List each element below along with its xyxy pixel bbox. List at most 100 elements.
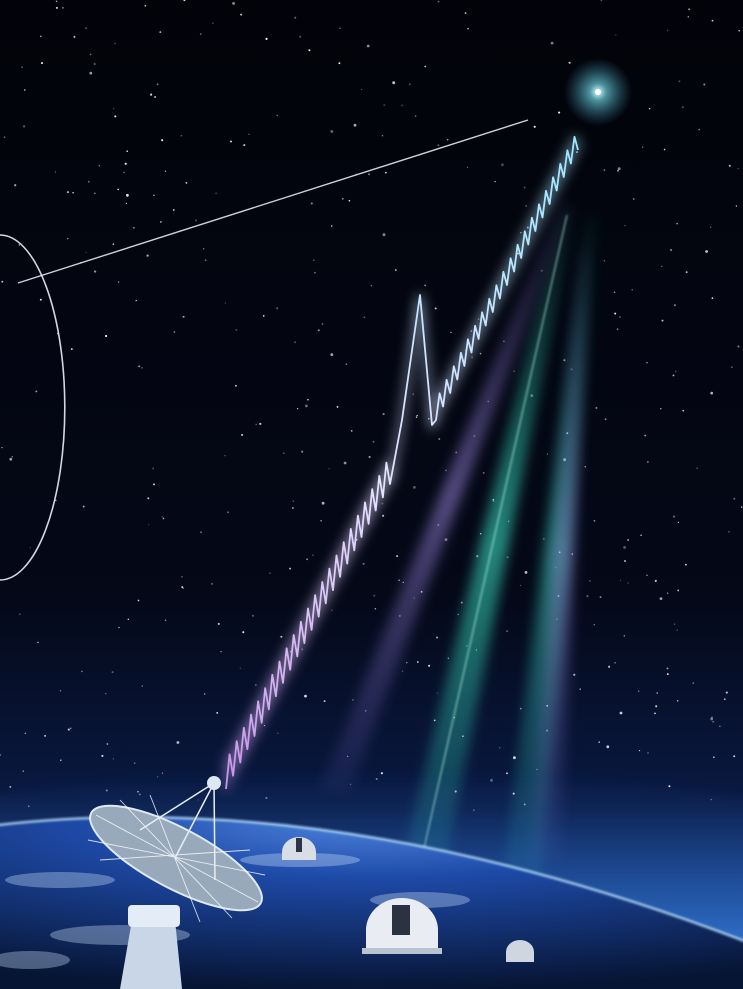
star bbox=[150, 93, 153, 96]
star bbox=[382, 233, 386, 237]
star bbox=[69, 727, 72, 730]
star bbox=[464, 12, 467, 15]
star bbox=[613, 291, 616, 294]
star bbox=[125, 202, 128, 205]
star bbox=[401, 670, 404, 673]
star bbox=[623, 546, 626, 549]
star bbox=[183, 0, 186, 2]
star bbox=[161, 139, 164, 142]
star bbox=[616, 328, 619, 330]
star bbox=[212, 22, 214, 24]
star bbox=[703, 83, 706, 86]
star bbox=[70, 348, 73, 351]
star bbox=[460, 601, 463, 604]
star bbox=[162, 517, 165, 520]
star bbox=[112, 758, 114, 760]
star bbox=[648, 107, 651, 110]
star bbox=[29, 547, 31, 549]
star bbox=[525, 205, 527, 207]
magnified-inset-circle bbox=[0, 234, 66, 581]
star bbox=[659, 597, 663, 600]
star bbox=[216, 712, 219, 714]
star bbox=[737, 345, 740, 348]
star bbox=[619, 711, 623, 715]
star bbox=[330, 130, 334, 133]
star bbox=[259, 422, 262, 425]
star bbox=[94, 270, 97, 273]
star bbox=[523, 186, 526, 189]
star bbox=[506, 556, 509, 559]
star bbox=[673, 623, 676, 625]
star bbox=[617, 167, 621, 171]
star bbox=[614, 662, 616, 664]
star bbox=[688, 8, 691, 11]
star bbox=[126, 193, 129, 197]
star bbox=[44, 735, 46, 737]
observatory-dome-icon bbox=[282, 837, 316, 860]
star bbox=[35, 390, 38, 393]
star bbox=[396, 555, 399, 558]
star bbox=[263, 724, 266, 727]
star bbox=[317, 329, 320, 332]
star bbox=[362, 562, 365, 565]
star bbox=[112, 243, 115, 245]
star bbox=[450, 331, 452, 333]
star bbox=[39, 298, 42, 301]
star bbox=[660, 407, 662, 410]
star bbox=[370, 285, 372, 287]
star bbox=[152, 467, 155, 470]
star bbox=[438, 437, 441, 441]
star bbox=[153, 194, 155, 196]
star bbox=[254, 683, 257, 687]
star bbox=[666, 592, 669, 594]
star bbox=[372, 440, 375, 443]
star bbox=[308, 49, 311, 52]
star bbox=[723, 698, 726, 701]
star bbox=[638, 690, 640, 692]
star bbox=[161, 772, 164, 774]
star bbox=[85, 251, 87, 253]
star bbox=[164, 619, 167, 621]
star bbox=[339, 27, 341, 29]
star bbox=[39, 35, 42, 38]
star bbox=[60, 759, 62, 762]
radio-signal-waveform bbox=[223, 135, 581, 790]
star bbox=[437, 144, 440, 147]
star bbox=[624, 224, 626, 227]
star bbox=[413, 486, 416, 489]
star bbox=[366, 44, 370, 48]
star bbox=[164, 170, 167, 172]
star bbox=[323, 700, 326, 703]
star bbox=[668, 785, 671, 788]
star bbox=[159, 31, 162, 34]
star bbox=[383, 104, 386, 107]
star bbox=[331, 609, 333, 611]
star bbox=[406, 662, 408, 664]
star bbox=[471, 356, 474, 359]
star bbox=[595, 406, 598, 409]
star bbox=[598, 741, 600, 743]
star bbox=[444, 538, 448, 541]
star bbox=[685, 271, 688, 273]
star bbox=[9, 457, 13, 461]
star bbox=[55, 0, 58, 3]
star bbox=[18, 613, 21, 616]
star bbox=[141, 367, 143, 369]
star bbox=[682, 409, 685, 412]
star bbox=[499, 747, 501, 749]
star bbox=[401, 104, 404, 107]
star bbox=[235, 328, 238, 331]
star bbox=[94, 192, 96, 195]
star bbox=[647, 752, 649, 754]
star bbox=[672, 374, 675, 377]
star bbox=[638, 749, 641, 752]
star bbox=[160, 221, 162, 223]
star bbox=[161, 515, 164, 518]
star bbox=[240, 13, 243, 16]
star bbox=[299, 35, 302, 38]
star bbox=[415, 416, 418, 418]
star bbox=[294, 16, 297, 19]
star bbox=[269, 572, 271, 575]
star bbox=[546, 453, 549, 455]
star bbox=[255, 423, 257, 425]
